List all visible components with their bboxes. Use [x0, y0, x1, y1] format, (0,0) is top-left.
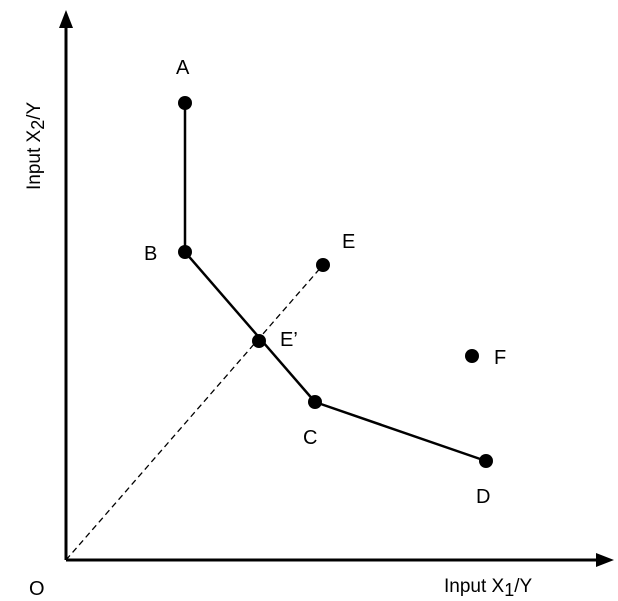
- point-e-marker: [316, 258, 330, 272]
- point-ep-marker: [252, 334, 266, 348]
- point-e-label: E: [342, 231, 355, 253]
- origin-label: O: [29, 578, 45, 600]
- y-axis-label-subscript: 2: [28, 120, 48, 130]
- ray-origin-to-e: [65, 264, 324, 561]
- x-axis-label: Input X1/Y: [444, 576, 533, 600]
- point-a-label: A: [176, 57, 190, 79]
- point-d-marker: [479, 454, 493, 468]
- x-axis-label-prefix: Input X: [444, 576, 505, 597]
- point-ep-label: E’: [280, 329, 298, 351]
- point-a-marker: [178, 96, 192, 110]
- x-axis-label-subscript: 1: [504, 580, 514, 600]
- x-axis-label-suffix: /Y: [514, 576, 532, 597]
- y-axis-label-suffix: /Y: [24, 101, 45, 119]
- point-f-marker: [465, 349, 479, 363]
- y-axis-arrow-icon: [59, 10, 73, 28]
- point-f-label: F: [494, 347, 506, 369]
- x-axis-arrow-icon: [596, 553, 614, 567]
- y-axis-label-prefix: Input X: [24, 129, 45, 190]
- point-c-marker: [308, 395, 322, 409]
- frontier-segment-c-d: [314, 400, 487, 463]
- point-b-label: B: [144, 243, 157, 265]
- point-c-label: C: [303, 427, 317, 449]
- frontier-segment-b-c: [184, 251, 316, 403]
- y-axis-label: Input X2/Y: [24, 101, 48, 190]
- point-d-label: D: [476, 486, 490, 508]
- point-b-marker: [178, 245, 192, 259]
